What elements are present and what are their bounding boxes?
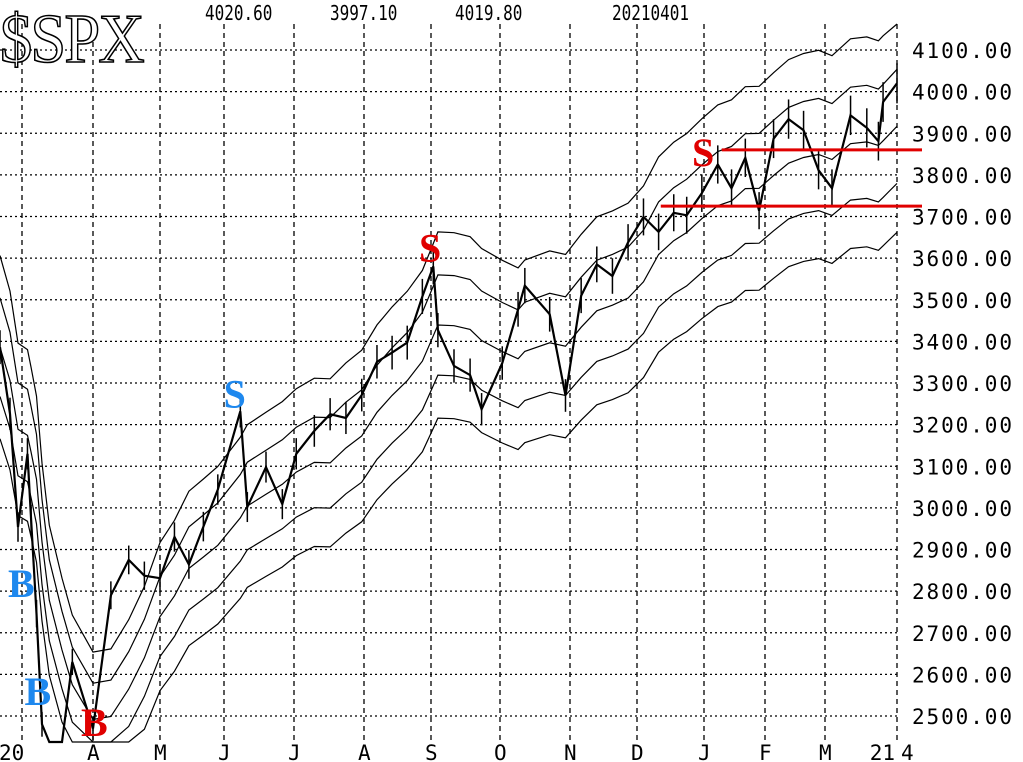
y-tick-label: 3700.00 <box>912 206 1012 230</box>
y-tick-label: 3500.00 <box>912 289 1012 313</box>
sell-signal: S <box>419 226 441 271</box>
y-tick-label: 3200.00 <box>912 414 1012 438</box>
sell-signal: S <box>224 371 246 416</box>
y-tick-label: 4000.00 <box>912 81 1012 105</box>
x-tick-label: A <box>358 741 371 762</box>
upper-band-2 <box>0 23 898 653</box>
low-value: 3997.10 <box>330 1 398 25</box>
bands <box>0 23 898 743</box>
x-tick-label: J <box>288 741 301 762</box>
y-tick-label: 2900.00 <box>912 539 1012 563</box>
y-tick-label: 3800.00 <box>912 164 1012 188</box>
x-tick-label: O <box>494 741 507 762</box>
x-tick-label: N <box>564 741 577 762</box>
chart-title: $SPX <box>0 1 146 79</box>
x-tick-label: J <box>698 741 711 762</box>
price-line <box>0 82 898 744</box>
y-tick-label: 3400.00 <box>912 330 1012 354</box>
y-tick-label: 3100.00 <box>912 455 1012 479</box>
x-tick-label: 20 <box>0 741 24 762</box>
price-series <box>0 63 898 744</box>
x-tick-label: A <box>87 741 100 762</box>
lower-band-1 <box>0 182 898 743</box>
y-tick-label: 2800.00 <box>912 580 1012 604</box>
ma <box>0 125 898 721</box>
x-axis: 20 A M J J A S O N D J F M 21 4 <box>0 741 914 762</box>
buy-signal: B <box>8 561 35 606</box>
x-tick-label: 21 <box>870 741 895 762</box>
y-tick-label: 2600.00 <box>912 663 1012 687</box>
x-tick-label: S <box>425 741 438 762</box>
y-tick-label: 3000.00 <box>912 497 1012 521</box>
date-value: 20210401 <box>612 1 690 25</box>
x-tick-label: M <box>819 741 832 762</box>
x-tick-label: F <box>759 741 772 762</box>
y-tick-label: 3600.00 <box>912 247 1012 271</box>
grid <box>0 24 898 742</box>
support-resistance-lines <box>660 148 922 208</box>
x-tick-label: D <box>631 741 644 762</box>
sell-signal: S <box>692 130 714 175</box>
x-tick-label: J <box>218 741 231 762</box>
x-tick-label: M <box>154 741 167 762</box>
y-tick-label: 3300.00 <box>912 372 1012 396</box>
buy-signal: B <box>25 669 52 714</box>
upper-band-1 <box>0 68 898 684</box>
close-value: 4019.80 <box>455 1 523 25</box>
y-tick-label: 4100.00 <box>912 39 1012 63</box>
open-value: 4020.60 <box>205 1 273 25</box>
y-tick-label: 2500.00 <box>912 705 1012 729</box>
y-tick-label: 3900.00 <box>912 122 1012 146</box>
buy-signal: B <box>81 700 108 745</box>
y-axis: 4100.00 4000.00 3900.00 3800.00 3700.00 3600.… <box>912 39 1012 729</box>
y-tick-label: 2700.00 <box>912 622 1012 646</box>
lower-band-2 <box>0 231 898 743</box>
x-tick-label: 4 <box>901 741 914 762</box>
